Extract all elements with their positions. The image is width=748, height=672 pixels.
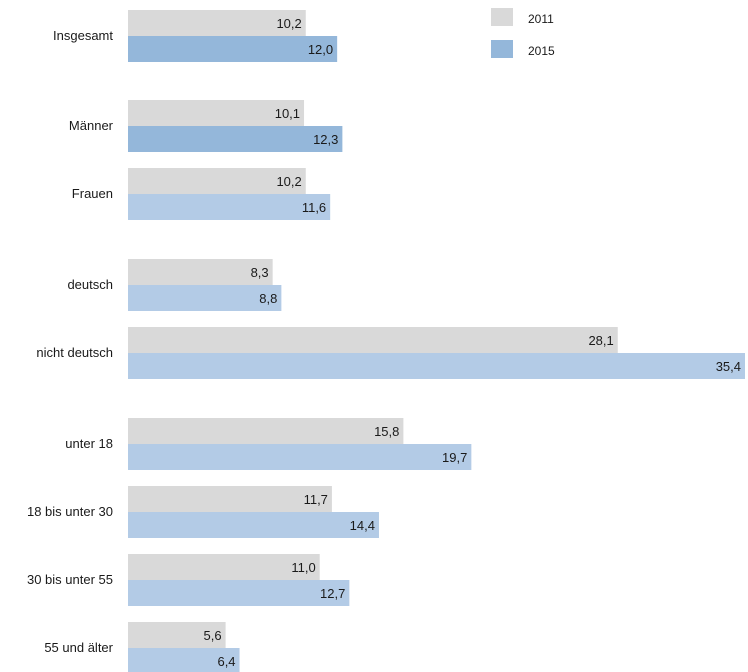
legend-label: 2011: [528, 12, 554, 26]
legend: 2011 2015: [491, 8, 555, 58]
bar-2011-55-und-aelter: [128, 622, 226, 648]
bar-2015-frauen: [128, 194, 331, 220]
category-label: deutsch: [67, 277, 113, 292]
bar-2015-30-bis-unter-55: [128, 580, 350, 606]
value-label: 15,8: [374, 424, 399, 439]
bar-group-frauen: Frauen 10,211,6: [72, 168, 331, 220]
bar-group-18-bis-unter-30: 18 bis unter 30 11,7 14,4: [27, 486, 379, 538]
bars-group: Insgesamt 10,2 12,0 Männer 10,1 12,3 Frauen 10,…: [27, 10, 745, 672]
bar-2015-deutsch: [128, 285, 282, 311]
bar-2011-deutsch: [128, 259, 273, 285]
category-label: Männer: [69, 118, 114, 133]
value-label: 5,6: [204, 628, 222, 643]
legend-item-2015: 2015: [491, 40, 555, 58]
bar-2011-insgesamt: [128, 10, 306, 36]
bar-2011-frauen: [128, 168, 306, 194]
bar-group-nicht-deutsch: nicht deutsch 28,1 35,4: [36, 327, 745, 379]
category-label: Frauen: [72, 186, 113, 201]
value-label: 12,7: [320, 586, 345, 601]
value-label: 28,1: [588, 333, 613, 348]
value-label: 11,0: [291, 560, 315, 575]
bar-2011-30-bis-unter-55: [128, 554, 320, 580]
category-label: nicht deutsch: [36, 345, 113, 360]
value-label: 35,4: [716, 359, 741, 374]
bar-group-maenner: Männer 10,1 12,3: [69, 100, 343, 152]
category-label: Insgesamt: [53, 28, 113, 43]
value-label: 11,6: [302, 200, 326, 215]
bar-group-deutsch: deutsch 8,3 8,8: [67, 259, 282, 311]
legend-item-2011: 2011: [491, 8, 554, 26]
bar-group-55-und-aelter: 55 und älter 5,6 6,4: [44, 622, 240, 672]
legend-swatch: [491, 8, 513, 26]
bar-2015-nicht-deutsch: [128, 353, 745, 379]
value-label: 6,4: [217, 654, 235, 669]
bar-2015-unter-18: [128, 444, 472, 470]
bar-2011-nicht-deutsch: [128, 327, 618, 353]
category-label: 30 bis unter 55: [27, 572, 113, 587]
bar-group-unter-18: unter 18 15,8 19,7: [65, 418, 472, 470]
bar-group-insgesamt: Insgesamt 10,2 12,0: [53, 10, 338, 62]
legend-label: 2015: [528, 44, 555, 58]
value-label: 19,7: [442, 450, 467, 465]
bar-2015-55-und-aelter: [128, 648, 240, 672]
category-label: 55 und älter: [44, 640, 113, 655]
bar-2015-18-bis-unter-30: [128, 512, 379, 538]
value-label: 11,7: [304, 492, 328, 507]
value-label: 10,2: [276, 174, 301, 189]
bar-2015-maenner: [128, 126, 343, 152]
bar-group-30-bis-unter-55: 30 bis unter 55 11,0 12,7: [27, 554, 350, 606]
category-label: unter 18: [65, 436, 113, 451]
legend-swatch: [491, 40, 513, 58]
bar-2011-unter-18: [128, 418, 404, 444]
value-label: 14,4: [350, 518, 375, 533]
bar-2011-maenner: [128, 100, 305, 126]
value-label: 10,1: [275, 106, 300, 121]
bar-2011-18-bis-unter-30: [128, 486, 332, 512]
value-label: 12,0: [308, 42, 333, 57]
value-label: 8,3: [251, 265, 269, 280]
value-label: 12,3: [313, 132, 338, 147]
value-label: 8,8: [259, 291, 277, 306]
bar-2015-insgesamt: [128, 36, 338, 62]
value-label: 10,2: [276, 16, 301, 31]
category-label: 18 bis unter 30: [27, 504, 113, 519]
